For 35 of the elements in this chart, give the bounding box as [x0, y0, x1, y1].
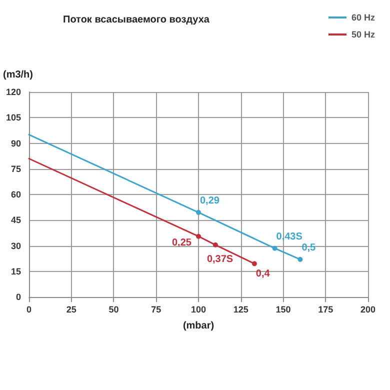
- legend-label: 60 Hz: [351, 12, 376, 22]
- y-tick-label: 15: [10, 266, 21, 276]
- y-tick-label: 90: [10, 138, 21, 148]
- x-tick-label: 100: [190, 304, 206, 314]
- y-tick-label: 105: [6, 112, 21, 123]
- y-tick-label: 0: [16, 292, 21, 302]
- annotation: 0,5: [302, 242, 316, 254]
- point: [252, 261, 257, 266]
- annotation: 0,25: [172, 237, 192, 248]
- x-tick-label: 150: [276, 304, 291, 314]
- point: [298, 256, 303, 262]
- annotation: 0,4: [256, 268, 270, 280]
- annotation: 0,29: [200, 195, 220, 206]
- point: [272, 246, 278, 251]
- y-tick-label: 120: [6, 87, 21, 97]
- point: [196, 234, 201, 239]
- x-tick-label: 0: [26, 304, 32, 314]
- y-tick-label: 75: [10, 164, 21, 174]
- point: [196, 210, 201, 215]
- x-tick-label: 75: [151, 304, 162, 314]
- x-tick-label: 25: [66, 304, 76, 314]
- x-axis-title: (mbar): [182, 320, 214, 332]
- y-axis-title: (m3/h): [3, 70, 33, 80]
- x-tick-label: 125: [233, 304, 248, 314]
- y-tick-label: 45: [10, 215, 21, 226]
- y-tick-label: 60: [10, 190, 21, 200]
- x-tick-label: 200: [360, 304, 376, 314]
- y-tick-label: 30: [10, 240, 21, 251]
- chart-title: Поток всасываемого воздуха: [63, 14, 210, 26]
- annotation: 0,37S: [206, 254, 234, 265]
- x-tick-label: 175: [318, 304, 334, 314]
- x-tick-label: 50: [108, 304, 119, 314]
- legend-label: 50 Hz: [351, 30, 376, 40]
- point: [212, 242, 218, 248]
- annotation: 0,43S: [276, 231, 303, 242]
